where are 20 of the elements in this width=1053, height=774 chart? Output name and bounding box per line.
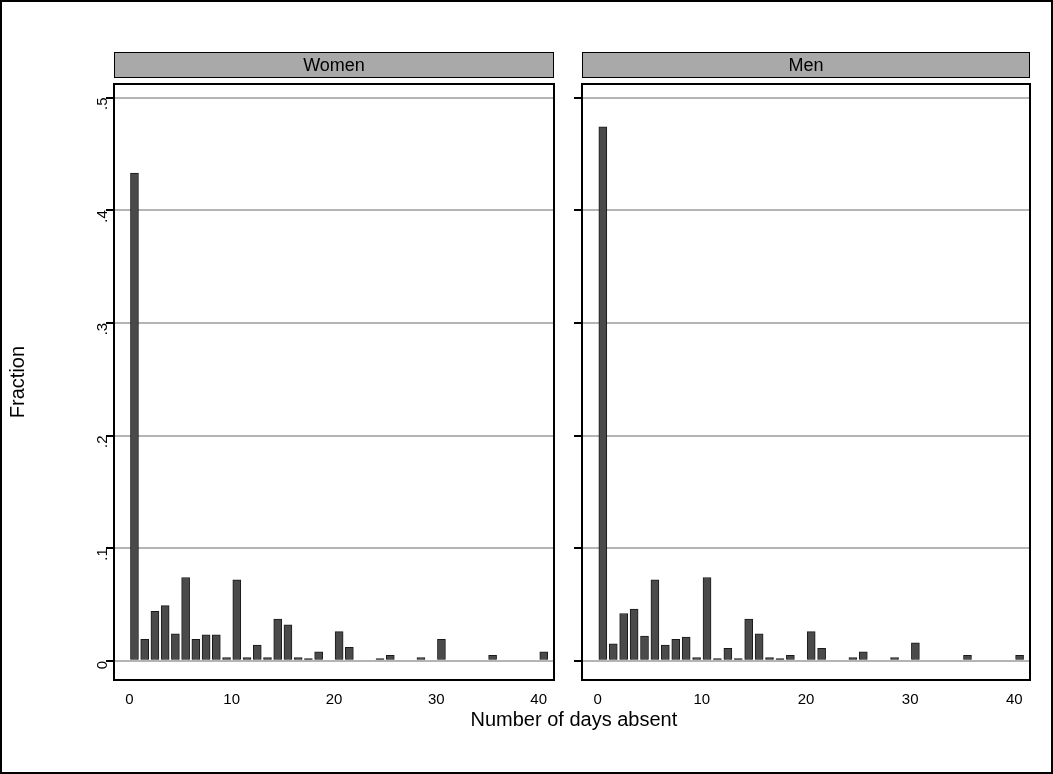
y-tick-label: .2 [93,435,111,449]
y-axis-title: Fraction [5,345,28,419]
x-axis-title: Number of days absent [470,708,678,731]
y-tick-label: .4 [93,210,111,223]
x-tick-label: 40 [530,690,547,708]
chart-title: Women [114,52,554,78]
x-tick-label: 30 [427,690,445,708]
x-tick-label: 20 [797,690,815,708]
x-tick-label: 30 [901,690,919,708]
x-tick-label: 0 [125,690,134,708]
y-tick-label: .1 [93,548,111,561]
x-tick-label: 0 [593,690,602,708]
y-tick-label: .3 [93,322,111,336]
x-tick-label: 20 [325,690,343,708]
y-tick-label: 0 [93,660,111,670]
x-tick-label: 10 [223,690,241,708]
y-tick-label: .5 [93,97,111,111]
x-tick-label: 40 [1006,690,1023,708]
x-tick-label: 10 [693,690,711,708]
chart-title: Men [582,52,1030,78]
